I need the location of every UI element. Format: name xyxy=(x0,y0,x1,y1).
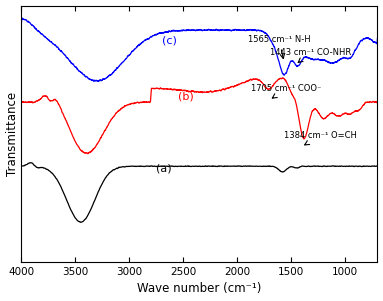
Y-axis label: Transmittance: Transmittance xyxy=(6,92,18,176)
Text: (a): (a) xyxy=(156,163,172,174)
Text: 1384 cm⁻¹ O=CH: 1384 cm⁻¹ O=CH xyxy=(283,131,357,145)
Text: 1705 cm⁻¹ COO⁻: 1705 cm⁻¹ COO⁻ xyxy=(251,84,322,98)
Text: 1565 cm⁻¹ N-H: 1565 cm⁻¹ N-H xyxy=(248,36,311,58)
Text: (c): (c) xyxy=(162,35,177,45)
Text: (b): (b) xyxy=(178,91,193,101)
Text: 1443 cm⁻¹ CO-NHR: 1443 cm⁻¹ CO-NHR xyxy=(270,48,351,63)
X-axis label: Wave number (cm⁻¹): Wave number (cm⁻¹) xyxy=(137,282,262,296)
